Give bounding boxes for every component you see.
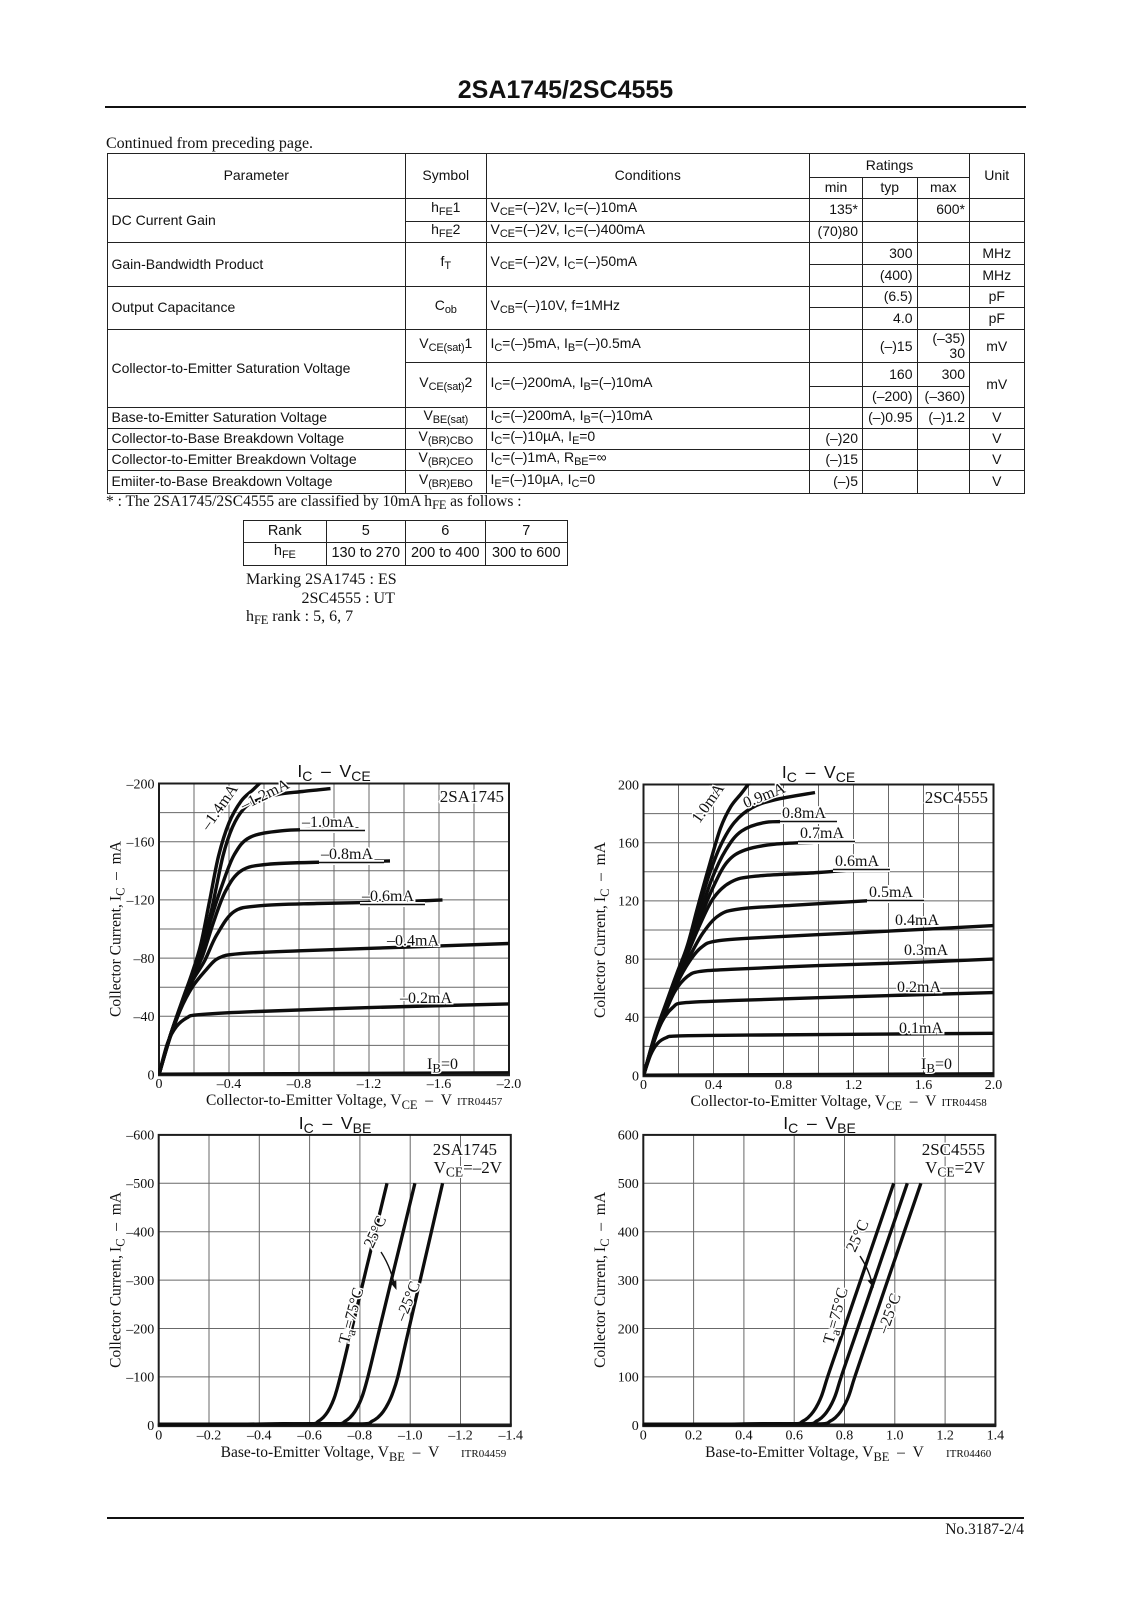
svg-text:–0.6: –0.6 (296, 1428, 322, 1443)
svg-text:VCE=2V: VCE=2V (925, 1158, 986, 1180)
svg-text:0: 0 (640, 1078, 647, 1093)
svg-text:–1.2: –1.2 (356, 1077, 382, 1092)
svg-text:0: 0 (632, 1069, 639, 1084)
svg-text:25°C: 25°C (843, 1218, 872, 1255)
svg-text:1.2: 1.2 (936, 1428, 954, 1443)
svg-text:IC – VBE: IC – VBE (783, 1113, 856, 1136)
svg-text:0: 0 (640, 1428, 647, 1443)
svg-text:120: 120 (618, 895, 639, 910)
svg-text:0: 0 (148, 1068, 155, 1083)
svg-text:–0.4: –0.4 (216, 1077, 242, 1092)
svg-text:0.4: 0.4 (705, 1078, 723, 1093)
svg-text:2SC4555: 2SC4555 (922, 1140, 985, 1159)
svg-text:0.8: 0.8 (836, 1428, 854, 1443)
svg-text:IB=0: IB=0 (427, 1056, 458, 1076)
svg-text:400: 400 (618, 1226, 639, 1241)
svg-text:Base-to-Emitter Voltage, VBE –: Base-to-Emitter Voltage, VBE – V (221, 1444, 441, 1464)
svg-text:Ta=75°C: Ta=75°C (336, 1286, 370, 1347)
svg-text:0.8: 0.8 (775, 1078, 793, 1093)
svg-text:–0.8: –0.8 (286, 1077, 312, 1092)
svg-text:2SC4555: 2SC4555 (925, 788, 988, 807)
svg-text:0.4: 0.4 (735, 1428, 753, 1443)
svg-text:ITR04457: ITR04457 (457, 1096, 503, 1108)
svg-text:–0.2mA: –0.2mA (399, 990, 452, 1007)
svg-text:0: 0 (155, 1428, 162, 1443)
svg-text:IC – VCE: IC – VCE (782, 762, 855, 785)
svg-text:2.0: 2.0 (985, 1078, 1003, 1093)
svg-text:–1.0mA: –1.0mA (301, 814, 354, 831)
svg-text:80: 80 (625, 953, 639, 968)
svg-text:Collector-to-Emitter Voltage,: Collector-to-Emitter Voltage, VCE – V (206, 1092, 453, 1112)
svg-text:500: 500 (618, 1177, 639, 1192)
svg-text:–0.6mA: –0.6mA (361, 888, 414, 905)
svg-text:100: 100 (618, 1371, 639, 1386)
svg-text:Collector Current, IC – mA: Collector Current, IC – mA (108, 840, 128, 1017)
svg-text:Collector Current, IC – mA: Collector Current, IC – mA (108, 1191, 128, 1368)
svg-text:1.2: 1.2 (845, 1078, 863, 1093)
svg-text:–0.4: –0.4 (246, 1428, 272, 1443)
svg-text:IC – VBE: IC – VBE (299, 1113, 372, 1136)
svg-text:0: 0 (147, 1419, 154, 1434)
svg-text:–1.6: –1.6 (426, 1077, 452, 1092)
svg-text:2SA1745: 2SA1745 (440, 787, 504, 806)
svg-text:VCE=–2V: VCE=–2V (434, 1158, 503, 1180)
svg-text:–0.8: –0.8 (347, 1428, 373, 1443)
svg-text:–80: –80 (133, 952, 155, 967)
svg-text:Collector Current, IC – mA: Collector Current, IC – mA (592, 841, 612, 1018)
svg-text:600: 600 (618, 1129, 639, 1144)
svg-text:–40: –40 (133, 1010, 155, 1025)
svg-text:Collector-to-Emitter Voltage,: Collector-to-Emitter Voltage, VCE – V (691, 1093, 938, 1113)
svg-text:–400: –400 (125, 1226, 154, 1241)
svg-text:–0.4mA: –0.4mA (386, 933, 439, 950)
svg-text:–300: –300 (125, 1274, 154, 1289)
svg-text:–1.4: –1.4 (498, 1428, 524, 1443)
svg-text:0.7mA: 0.7mA (800, 825, 844, 842)
svg-text:IB=0: IB=0 (921, 1056, 952, 1076)
svg-text:200: 200 (618, 1322, 639, 1337)
svg-text:1.4: 1.4 (987, 1428, 1005, 1443)
svg-text:Base-to-Emitter Voltage, VBE –: Base-to-Emitter Voltage, VBE – V (705, 1444, 925, 1464)
svg-text:–25°C: –25°C (874, 1291, 904, 1336)
svg-text:2SA1745: 2SA1745 (433, 1140, 497, 1159)
svg-text:–160: –160 (126, 836, 155, 851)
svg-text:0.3mA: 0.3mA (904, 942, 948, 959)
svg-text:ITR04459: ITR04459 (461, 1448, 507, 1460)
svg-text:–200: –200 (126, 777, 155, 792)
svg-text:300: 300 (618, 1274, 639, 1289)
svg-text:0: 0 (632, 1419, 639, 1434)
svg-text:–0.8mA: –0.8mA (320, 846, 373, 863)
svg-text:–1.2: –1.2 (447, 1428, 473, 1443)
svg-text:0.8mA: 0.8mA (782, 805, 826, 822)
svg-text:0: 0 (156, 1077, 163, 1092)
svg-text:–0.2: –0.2 (196, 1428, 222, 1443)
svg-text:0.1mA: 0.1mA (899, 1020, 943, 1037)
svg-text:–500: –500 (125, 1177, 154, 1192)
svg-text:0.4mA: 0.4mA (895, 912, 939, 929)
svg-text:ITR04460: ITR04460 (946, 1448, 992, 1460)
svg-text:–600: –600 (125, 1129, 154, 1144)
svg-text:–25°C: –25°C (392, 1279, 424, 1324)
svg-text:160: 160 (618, 837, 639, 852)
svg-text:0.5mA: 0.5mA (869, 884, 913, 901)
svg-text:–120: –120 (126, 894, 155, 909)
svg-text:IC – VCE: IC – VCE (297, 761, 370, 784)
svg-text:–1.0: –1.0 (397, 1428, 423, 1443)
svg-text:40: 40 (625, 1011, 639, 1026)
svg-text:1.0: 1.0 (886, 1428, 904, 1443)
svg-text:0.6: 0.6 (785, 1428, 803, 1443)
svg-text:1.6: 1.6 (915, 1078, 933, 1093)
svg-text:Collector Current, IC – mA: Collector Current, IC – mA (592, 1191, 612, 1368)
svg-text:–100: –100 (125, 1371, 154, 1386)
svg-text:0.2: 0.2 (685, 1428, 703, 1443)
svg-text:ITR04458: ITR04458 (942, 1097, 988, 1109)
svg-text:0.6mA: 0.6mA (835, 853, 879, 870)
svg-text:–200: –200 (125, 1322, 154, 1337)
svg-text:–2.0: –2.0 (496, 1077, 522, 1092)
svg-text:200: 200 (618, 778, 639, 793)
svg-text:0.2mA: 0.2mA (897, 979, 941, 996)
